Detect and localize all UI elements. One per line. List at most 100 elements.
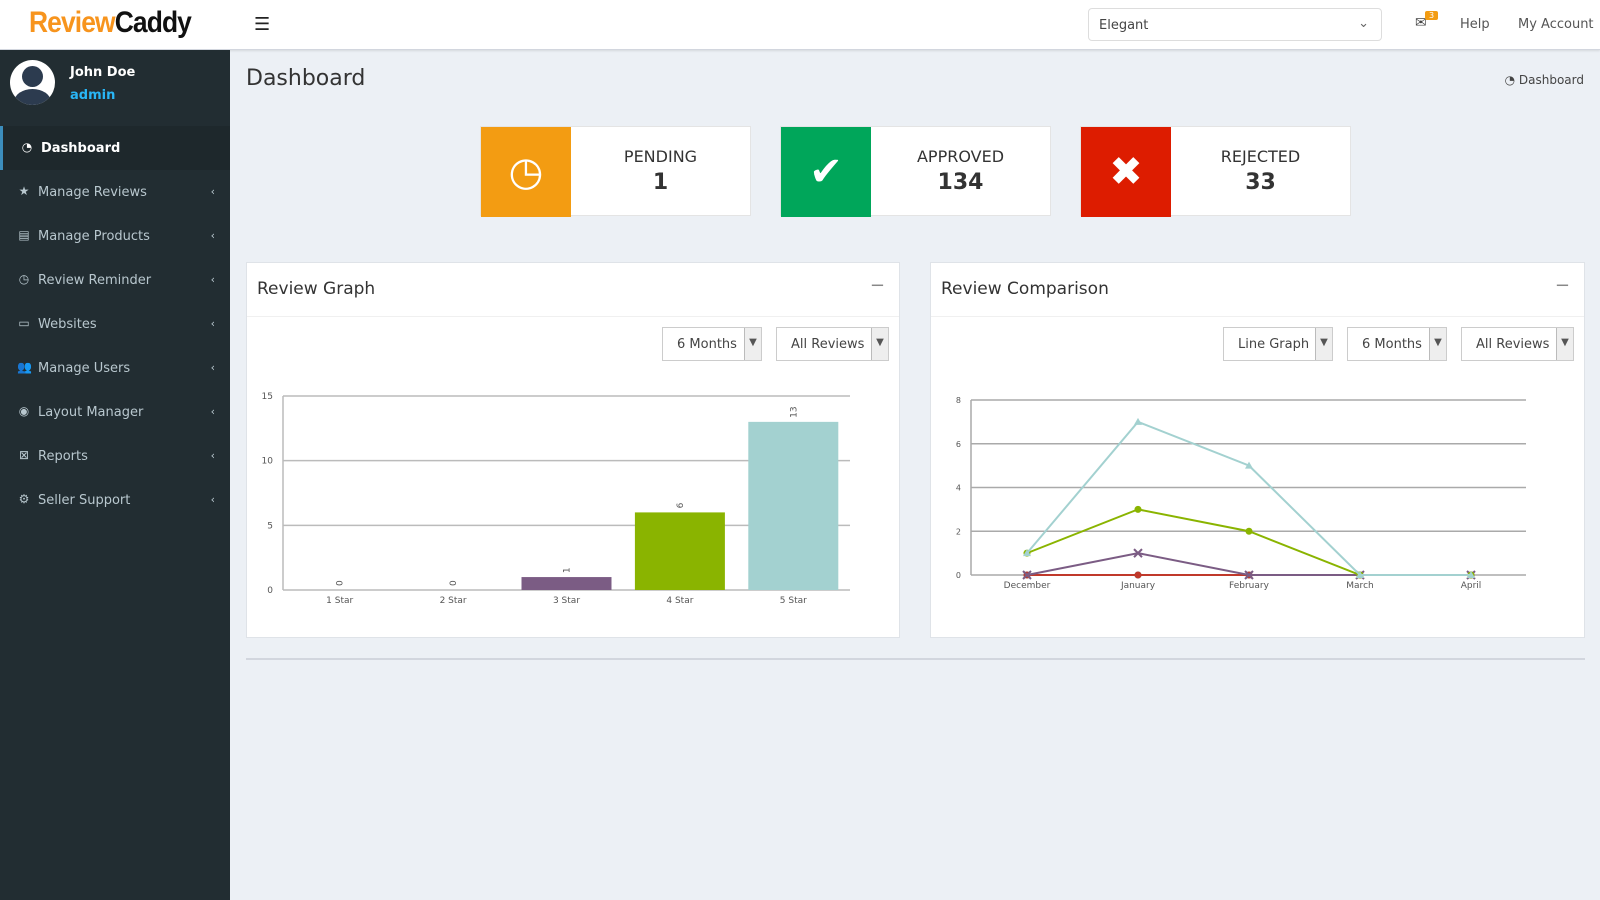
bar-3-star <box>521 577 612 590</box>
review-filter-select[interactable]: All Reviews ▼ <box>776 327 889 361</box>
data-label: 13 <box>789 406 799 417</box>
data-label: 0 <box>336 580 346 586</box>
star-icon: ★ <box>18 184 30 198</box>
times-icon: ✖ <box>1081 127 1171 217</box>
data-point <box>1245 461 1253 469</box>
data-point <box>1023 549 1031 557</box>
dashboard-icon: ◔ <box>1504 73 1519 87</box>
chevron-left-icon: ‹ <box>210 449 215 462</box>
sidebar-item-reports[interactable]: ⊠ Reports ‹ <box>0 434 230 478</box>
sidebar-item-review-reminder[interactable]: ◷ Review Reminder ‹ <box>0 258 230 302</box>
sidebar-item-label: Layout Manager <box>38 405 144 420</box>
series-line <box>1026 420 1471 576</box>
stat-value: 1 <box>652 170 669 195</box>
line-chart: 0 2 4 6 8 December January February March April <box>956 396 1526 591</box>
select-value: All Reviews <box>1476 337 1550 352</box>
sidebar-item-label: Reports <box>38 449 88 464</box>
stat-label: PENDING <box>623 147 698 166</box>
clock-icon: ◷ <box>481 127 571 217</box>
sidebar-item-websites[interactable]: ▭ Websites ‹ <box>0 302 230 346</box>
chevron-left-icon: ‹ <box>210 229 215 242</box>
data-label: 6 <box>676 502 686 508</box>
series-line <box>1026 508 1471 576</box>
users-icon: 👥 <box>17 360 32 374</box>
page-title: Dashboard <box>246 66 366 91</box>
chevron-down-icon: ▼ <box>871 328 888 360</box>
x-tick-label: 5 Star <box>780 596 807 606</box>
stat-value: 33 <box>1245 170 1276 195</box>
theme-select[interactable]: Elegant ⌄ <box>1088 8 1382 41</box>
user-role: admin <box>70 88 116 103</box>
divider <box>246 658 1585 660</box>
user-panel: John Doe admin <box>0 50 230 126</box>
chevron-left-icon: ‹ <box>210 405 215 418</box>
gear-icon: ⚙ <box>18 492 30 506</box>
avatar <box>10 60 55 105</box>
approved-stat-box: ✔ APPROVED 134 <box>780 126 1051 217</box>
sidebar-item-label: Dashboard <box>41 141 121 156</box>
breadcrumb[interactable]: ◔ Dashboard <box>1505 73 1584 87</box>
period-select[interactable]: 6 Months ▼ <box>1347 327 1447 361</box>
x-tick-label: 2 Star <box>440 596 467 606</box>
select-value: 6 Months <box>1362 337 1422 352</box>
pending-stat-box: ◷ PENDING 1 <box>480 126 751 217</box>
period-select[interactable]: 6 Months ▼ <box>662 327 762 361</box>
chevron-left-icon: ‹ <box>210 273 215 286</box>
stat-label: APPROVED <box>916 147 1005 166</box>
sidebar-item-label: Manage Products <box>38 229 150 244</box>
data-label: 1 <box>563 567 573 573</box>
chevron-down-icon: ▼ <box>744 328 761 360</box>
logo[interactable]: ReviewCaddy <box>29 6 192 39</box>
y-tick-label: 0 <box>267 586 273 596</box>
rejected-stat-box: ✖ REJECTED 33 <box>1080 126 1351 217</box>
my-account-link[interactable]: My Account <box>1518 17 1594 32</box>
x-tick-label: 1 Star <box>326 596 353 606</box>
chevron-down-icon: ▼ <box>1556 328 1573 360</box>
y-tick-label: 0 <box>956 571 961 580</box>
mail-badge: 3 <box>1425 11 1439 20</box>
y-tick-label: 6 <box>956 440 961 449</box>
bar-5-star <box>748 421 839 590</box>
sidebar-item-label: Manage Reviews <box>38 185 147 200</box>
chevron-left-icon: ‹ <box>210 493 215 506</box>
select-value: 6 Months <box>677 337 737 352</box>
sidebar-item-label: Manage Users <box>38 361 131 376</box>
sidebar-item-seller-support[interactable]: ⚙ Seller Support ‹ <box>0 478 230 522</box>
x-tick-label: January <box>1120 581 1156 591</box>
dashboard-icon: ◔ <box>21 140 33 154</box>
minimize-icon[interactable]: − <box>869 275 885 296</box>
select-value: Line Graph <box>1238 337 1310 352</box>
y-tick-label: 10 <box>262 457 274 467</box>
check-icon: ✔ <box>781 127 871 217</box>
chevron-down-icon: ▼ <box>1315 328 1332 360</box>
data-point <box>1134 571 1142 579</box>
help-link[interactable]: Help <box>1460 17 1490 32</box>
data-point <box>1133 548 1143 558</box>
data-point <box>1467 571 1475 578</box>
chart-type-select[interactable]: Line Graph ▼ <box>1223 327 1333 361</box>
user-name: John Doe <box>70 65 136 80</box>
chevron-left-icon: ‹ <box>210 361 215 374</box>
menu-toggle-icon[interactable]: ☰ <box>254 14 271 35</box>
bar-chart: 0 5 10 15 0 1 Star 0 2 Star 1 3 Star 6 4 Star 13 5 St… <box>262 392 850 606</box>
chevron-down-icon: ⌄ <box>1358 16 1369 31</box>
sidebar-item-manage-products[interactable]: ▤ Manage Products ‹ <box>0 214 230 258</box>
sidebar-item-manage-reviews[interactable]: ★ Manage Reviews ‹ <box>0 170 230 214</box>
y-tick-label: 5 <box>267 521 273 531</box>
review-graph-panel: Review Graph − 6 Months ▼ All Reviews ▼ 0 5 1… <box>246 262 900 638</box>
sidebar-item-manage-users[interactable]: 👥 Manage Users ‹ <box>0 346 230 390</box>
chevron-left-icon: ‹ <box>210 317 215 330</box>
sidebar-item-dashboard[interactable]: ◔ Dashboard <box>0 126 230 170</box>
data-label: 0 <box>449 580 459 586</box>
y-tick-label: 2 <box>956 527 961 536</box>
data-point <box>1245 527 1253 535</box>
panel-title: Review Graph <box>257 279 376 299</box>
sidebar-item-label: Review Reminder <box>38 273 152 288</box>
minimize-icon[interactable]: − <box>1554 275 1570 296</box>
x-tick-label: February <box>1229 581 1270 591</box>
review-filter-select[interactable]: All Reviews ▼ <box>1461 327 1574 361</box>
sidebar-item-layout-manager[interactable]: ◉ Layout Manager ‹ <box>0 390 230 434</box>
x-tick-label: 4 Star <box>666 596 693 606</box>
review-comparison-panel: Review Comparison − Line Graph ▼ 6 Months ▼… <box>930 262 1585 638</box>
mail-icon[interactable]: ✉ <box>1415 15 1427 31</box>
